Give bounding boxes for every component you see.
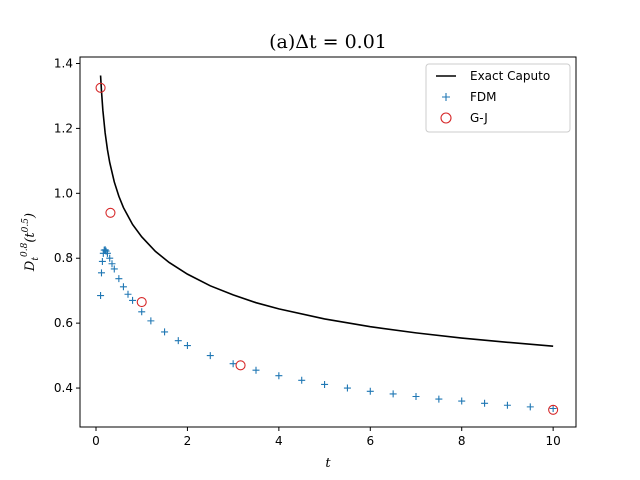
- fdm-point: [97, 269, 105, 277]
- x-axis-label: t: [325, 456, 331, 471]
- legend-box: [425, 63, 571, 133]
- y-tick-label: 0.4: [54, 381, 73, 395]
- fdm-point: [161, 328, 169, 336]
- fdm-point: [343, 384, 351, 392]
- fdm-point: [183, 342, 191, 350]
- fdm-point: [481, 399, 489, 407]
- gj-point: [95, 82, 106, 93]
- chart-title: (a)Δt = 0.01: [269, 31, 387, 53]
- y-axis-label-part: 0.5: [21, 218, 31, 233]
- y-axis-label-part: ): [23, 213, 38, 219]
- exact-caputo-line: [99, 75, 554, 347]
- fdm-point: [549, 405, 557, 412]
- fdm-point: [389, 390, 397, 398]
- fdm-point: [458, 397, 466, 405]
- y-axis-label-part: t: [23, 232, 38, 238]
- y-axis-label: Dt0.8(t0.5): [20, 213, 41, 272]
- fdm-point: [174, 337, 182, 345]
- y-axis-label-part: (: [23, 237, 38, 243]
- fdm-point: [115, 275, 123, 283]
- y-tick-label: 0.6: [54, 316, 73, 330]
- fdm-point: [252, 366, 260, 374]
- fdm-point: [129, 296, 137, 304]
- fdm-point: [124, 290, 132, 298]
- fdm-point: [275, 372, 283, 380]
- x-tick-label: 0: [92, 434, 100, 448]
- gj-point: [136, 296, 147, 308]
- y-tick-label: 0.8: [54, 251, 73, 265]
- fdm-point: [412, 392, 420, 400]
- fdm-point: [98, 257, 106, 265]
- fdm-point: [147, 317, 155, 325]
- legend: Exact Caputo FDM G-J: [425, 63, 571, 133]
- fdm-point: [321, 380, 329, 388]
- legend-circle-swatch: [440, 112, 452, 124]
- fdm-point: [110, 265, 118, 273]
- fdm-point: [298, 376, 306, 384]
- fdm-point: [106, 254, 114, 262]
- fdm-point: [366, 387, 374, 395]
- y-axis-ticks: 0.4 0.6 0.8 1.0 1.2 1.4: [54, 56, 80, 395]
- plot-marks: [95, 75, 559, 415]
- y-axis-label-part: 0.8: [20, 242, 30, 257]
- fdm-point: [108, 260, 116, 268]
- gj-point: [548, 404, 559, 415]
- y-tick-label: 1.2: [54, 121, 73, 135]
- y-axis-label-part: D: [23, 260, 38, 272]
- fdm-point: [103, 249, 111, 257]
- plot-frame: [79, 56, 577, 428]
- fdm-point: [206, 352, 214, 360]
- legend-label: G-J: [470, 111, 488, 125]
- legend-label: Exact Caputo: [470, 69, 550, 83]
- x-tick-label: 2: [184, 434, 192, 448]
- fdm-point: [101, 246, 109, 254]
- legend-plus-swatch: [442, 93, 450, 101]
- legend-label: FDM: [470, 90, 497, 104]
- fdm-point: [97, 292, 105, 300]
- fdm-point: [435, 395, 443, 403]
- gj-point: [105, 207, 116, 218]
- fdm-point: [229, 360, 237, 368]
- x-axis-ticks: 0 2 4 6 8 10: [92, 427, 561, 448]
- x-tick-label: 6: [366, 434, 374, 448]
- y-tick-label: 1.4: [54, 56, 73, 70]
- y-axis-label-part: t: [31, 257, 41, 261]
- y-tick-label: 1.0: [54, 186, 73, 200]
- fdm-point: [119, 283, 127, 291]
- fdm-point: [526, 403, 534, 411]
- fdm-point: [138, 308, 146, 316]
- fdm-point: [503, 401, 511, 409]
- x-tick-label: 10: [546, 434, 561, 448]
- gj-point: [235, 360, 246, 371]
- x-tick-label: 4: [275, 434, 283, 448]
- x-tick-label: 8: [458, 434, 466, 448]
